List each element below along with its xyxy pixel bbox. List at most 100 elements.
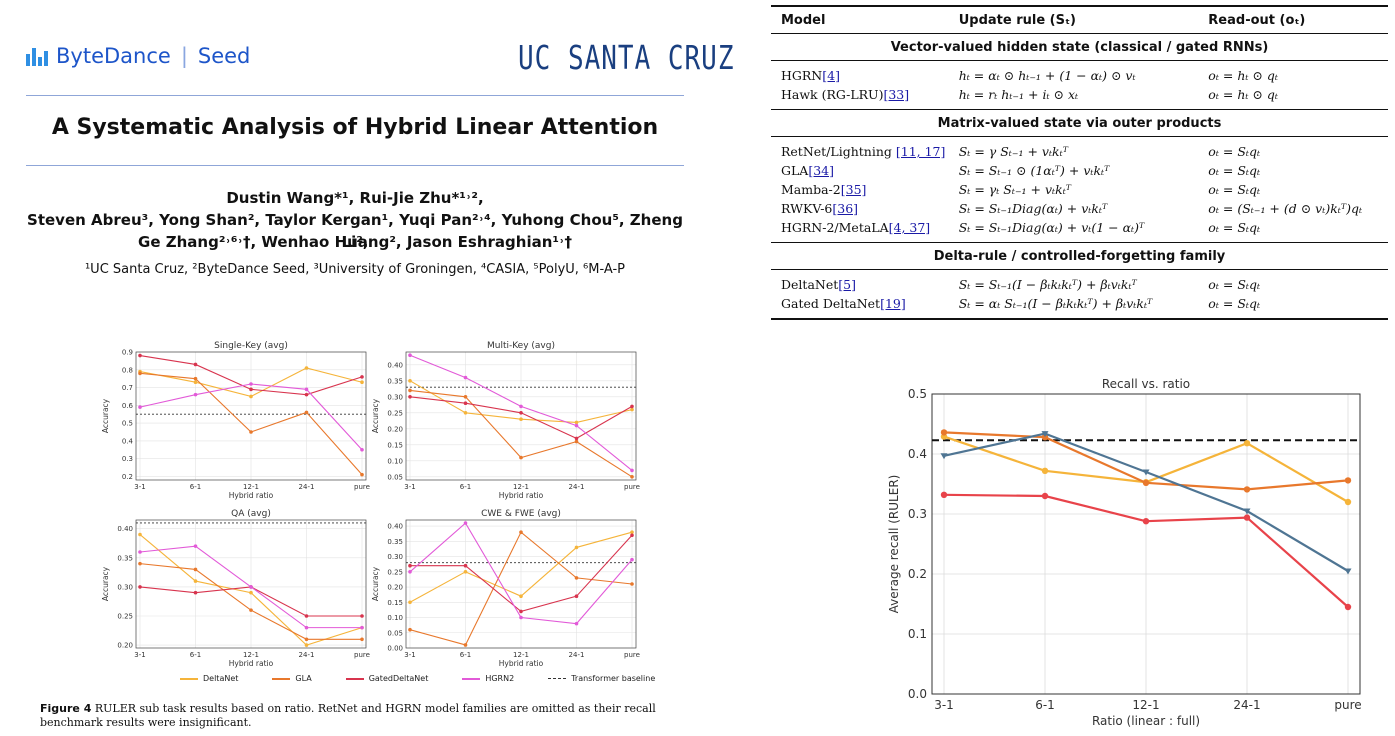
figure-caption: Figure 4 RULER sub task results based on… xyxy=(40,702,700,730)
update-rule-cell: Sₜ = γₜ Sₜ₋₁ + vₜkₜᵀ xyxy=(958,182,1072,197)
data-point xyxy=(408,600,412,605)
data-point xyxy=(193,362,198,367)
y-tick-label: 0.35 xyxy=(387,538,403,546)
data-point xyxy=(408,353,412,357)
data-point xyxy=(360,614,364,618)
data-point xyxy=(630,533,634,538)
y-tick-label: 0.30 xyxy=(117,583,133,591)
update-rule-cell: hₜ = rₜ hₜ₋₁ + iₜ ⊙ xₜ xyxy=(958,87,1079,102)
model-name: Mamba-2 xyxy=(781,182,841,197)
recall-vs-ratio-chart: Recall vs. ratio 0.0 0.1 0.2 0.3 0.4 0.5 3-1 6-1… xyxy=(887,377,1362,728)
x-tick-label: 24-1 xyxy=(569,483,585,491)
readout-cell: oₜ = Sₜqₜ xyxy=(1208,296,1261,311)
data-point xyxy=(1344,603,1352,611)
citation-link[interactable]: [4] xyxy=(822,68,840,83)
model-name: HGRN xyxy=(781,68,823,83)
y-tick-label: 0.7 xyxy=(122,384,133,392)
table-row: RWKV-6[36] Sₜ = Sₜ₋₁Diag(αₜ) + vₜkₜᵀ oₜ = … xyxy=(771,199,1388,218)
readout-cell: oₜ = (Sₜ₋₁ + (d ⊙ vₜ)kₜᵀ)qₜ xyxy=(1208,201,1363,216)
x-tick-label: pure xyxy=(354,651,370,659)
x-tick-label: 6-1 xyxy=(190,483,201,491)
legend-item-gla: GLA xyxy=(272,674,312,683)
x-tick-label: 24-1 xyxy=(299,483,315,491)
data-point xyxy=(408,379,412,383)
data-point xyxy=(519,615,523,620)
model-cell: RWKV-6[36] xyxy=(771,201,959,216)
model-name: RetNet/Lightning xyxy=(781,144,896,159)
readout-cell: oₜ = Sₜqₜ xyxy=(1208,277,1261,292)
data-point xyxy=(138,371,142,376)
model-name: HGRN-2/MetaLA xyxy=(781,220,889,235)
y-tick-label: 0.20 xyxy=(387,425,403,433)
data-point xyxy=(360,637,364,642)
data-point xyxy=(630,407,634,412)
y-tick-label: 0.5 xyxy=(908,387,927,401)
y-tick-label: 0.40 xyxy=(387,523,403,531)
model-cell: HGRN-2/MetaLA[4, 37] xyxy=(771,220,959,235)
data-point xyxy=(519,594,523,598)
x-tick-label: 12-1 xyxy=(1132,698,1159,712)
data-point xyxy=(940,491,948,498)
citation-link[interactable]: [19] xyxy=(880,296,906,311)
legend-item-baseline: Transformer baseline xyxy=(548,674,655,683)
header-rule xyxy=(26,95,684,96)
data-point xyxy=(360,447,364,452)
data-point xyxy=(249,394,253,399)
y-axis-label: Average recall (RULER) xyxy=(887,475,901,614)
data-point xyxy=(304,410,309,415)
recall-chart-body: Recall vs. ratio 0.0 0.1 0.2 0.3 0.4 0.5 3-1 6-1… xyxy=(887,377,1362,728)
y-tick-label: 0.2 xyxy=(908,567,927,581)
readout-cell: oₜ = Sₜqₜ xyxy=(1208,220,1261,235)
data-point xyxy=(630,404,634,409)
data-point xyxy=(1041,492,1049,500)
data-point xyxy=(138,585,142,589)
data-point xyxy=(463,643,468,647)
table-section-title: Vector-valued hidden state (classical / … xyxy=(890,39,1269,55)
x-tick-label: pure xyxy=(1334,698,1361,712)
data-point xyxy=(360,375,364,379)
data-point xyxy=(1142,518,1150,525)
table-row: Mamba-2[35] Sₜ = γₜ Sₜ₋₁ + vₜkₜᵀ oₜ = Sₜqₜ xyxy=(771,180,1388,199)
x-tick-label: 24-1 xyxy=(299,651,315,659)
y-tick-label: 0.6 xyxy=(122,402,134,410)
data-point xyxy=(1142,469,1150,476)
y-tick-label: 0.4 xyxy=(122,437,134,445)
readout-cell: oₜ = Sₜqₜ xyxy=(1208,163,1261,178)
data-point xyxy=(408,563,412,568)
y-tick-label: 0.2 xyxy=(122,473,133,481)
data-point xyxy=(1344,477,1352,484)
citation-link[interactable]: [33] xyxy=(883,87,910,102)
paper-title: A Systematic Analysis of Hybrid Linear A… xyxy=(51,115,659,140)
data-point xyxy=(1243,514,1251,521)
x-tick-label: 3-1 xyxy=(404,483,415,491)
y-tick-label: 0.00 xyxy=(387,645,403,653)
citation-link[interactable]: [4, 37] xyxy=(888,220,931,235)
data-point xyxy=(463,563,468,568)
x-tick-label: 3-1 xyxy=(934,698,954,712)
model-cell: Hawk (RG-LRU)[33] xyxy=(771,87,959,102)
citation-link[interactable]: [36] xyxy=(832,201,859,216)
model-cell: DeltaNet[5] xyxy=(771,277,959,292)
data-point xyxy=(249,590,253,595)
data-point xyxy=(463,521,468,525)
data-point xyxy=(360,625,364,630)
citation-link[interactable]: [5] xyxy=(838,277,856,292)
citation-link[interactable]: [35] xyxy=(840,182,867,197)
data-point xyxy=(408,395,412,399)
citation-link[interactable]: [11, 17] xyxy=(895,144,946,159)
legend-item-gateddeltanet: GatedDeltaNet xyxy=(345,674,428,683)
data-point xyxy=(574,545,579,550)
data-point xyxy=(1041,467,1049,474)
data-point xyxy=(574,576,579,580)
data-point xyxy=(574,420,579,425)
bytedance-seed-logo: ByteDance | Seed xyxy=(26,44,250,68)
citation-link[interactable]: [34] xyxy=(808,163,834,178)
y-tick-label: 0.1 xyxy=(908,627,927,641)
model-cell: GLA[34] xyxy=(771,163,959,178)
model-cell: RetNet/Lightning [11, 17] xyxy=(771,144,959,159)
header-model: Model xyxy=(781,12,826,28)
data-point xyxy=(630,582,634,586)
y-tick-label: 0.40 xyxy=(117,525,133,533)
x-tick-label: 12-1 xyxy=(243,483,259,491)
update-rule-cell: Sₜ = αₜ Sₜ₋₁(I − βₜkₜkₜᵀ) + βₜvₜkₜᵀ xyxy=(958,296,1153,311)
